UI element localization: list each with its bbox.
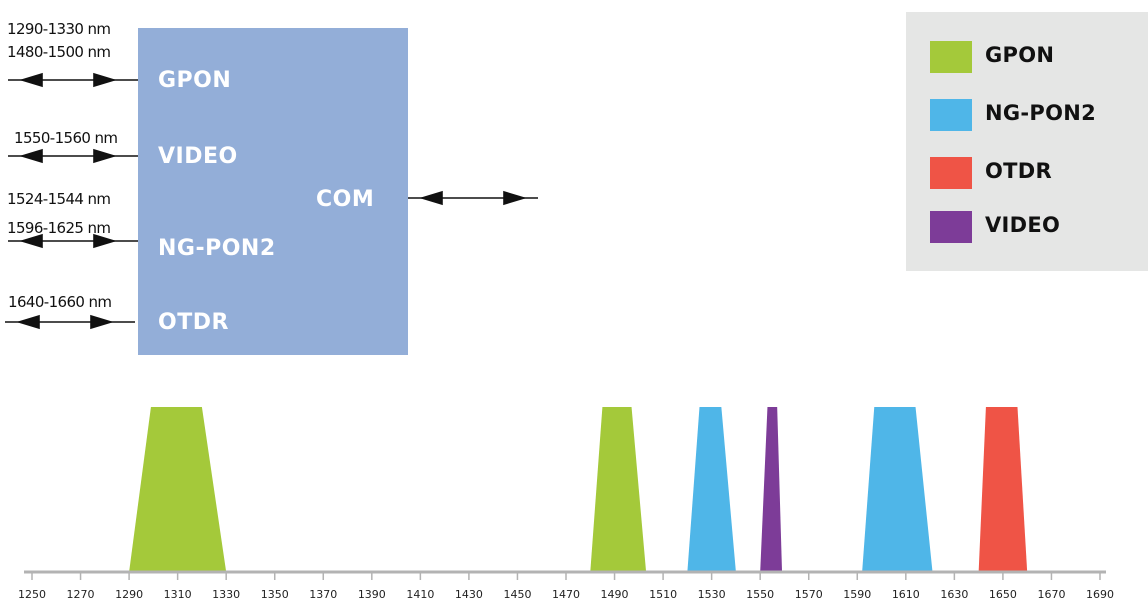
multiplexer-box xyxy=(138,28,408,355)
x-tick-label: 1410 xyxy=(406,588,434,601)
legend-label-video: VIDEO xyxy=(985,213,1061,237)
port-label-gpon: GPON xyxy=(158,68,232,93)
arrow-ngpon2 xyxy=(8,233,138,249)
band-ngpon2-4 xyxy=(862,407,933,572)
x-tick-label: 1510 xyxy=(649,588,677,601)
port-label-otdr: OTDR xyxy=(158,310,229,335)
x-tick-label: 1630 xyxy=(940,588,968,601)
x-tick-label: 1250 xyxy=(18,588,46,601)
arrow-video xyxy=(8,148,138,164)
wavelength-label-gpon-upstream: 1290-1330 nm xyxy=(7,20,111,38)
x-tick-label: 1290 xyxy=(115,588,143,601)
wavelength-label-gpon-downstream: 1480-1500 nm xyxy=(7,43,111,61)
x-tick-label: 1370 xyxy=(309,588,337,601)
x-tick-label: 1650 xyxy=(989,588,1017,601)
x-tick-label: 1670 xyxy=(1037,588,1065,601)
legend-label-gpon: GPON xyxy=(985,43,1055,67)
x-tick-label: 1310 xyxy=(164,588,192,601)
band-gpon-0 xyxy=(129,407,227,572)
legend-label-otdr: OTDR xyxy=(985,159,1052,183)
x-tick-label: 1610 xyxy=(892,588,920,601)
x-tick-label: 1390 xyxy=(358,588,386,601)
x-tick-label: 1430 xyxy=(455,588,483,601)
port-label-com: COM xyxy=(316,187,375,212)
port-label-video: VIDEO xyxy=(158,144,238,169)
x-tick-label: 1350 xyxy=(261,588,289,601)
x-tick-label: 1470 xyxy=(552,588,580,601)
legend-swatch-video xyxy=(930,211,972,243)
x-tick-label: 1570 xyxy=(795,588,823,601)
band-otdr-5 xyxy=(978,407,1028,572)
legend-swatch-otdr xyxy=(930,157,972,189)
wavelength-label-otdr: 1640-1660 nm xyxy=(8,293,112,311)
x-tick-label: 1550 xyxy=(746,588,774,601)
band-gpon-1 xyxy=(590,407,647,572)
x-tick-label: 1690 xyxy=(1086,588,1114,601)
wavelength-label-video: 1550-1560 nm xyxy=(14,129,118,147)
legend-swatch-ngpon2 xyxy=(930,99,972,131)
x-tick-label: 1330 xyxy=(212,588,240,601)
x-tick-label: 1450 xyxy=(503,588,531,601)
arrow-com xyxy=(408,190,538,206)
wavelength-label-ngpon2-downstream: 1596-1625 nm xyxy=(7,219,111,237)
x-tick-label: 1590 xyxy=(843,588,871,601)
x-tick-label: 1490 xyxy=(601,588,629,601)
legend: GPON NG-PON2 OTDR VIDEO xyxy=(906,12,1148,271)
arrow-otdr xyxy=(5,314,135,330)
port-label-ngpon2: NG-PON2 xyxy=(158,236,276,261)
wavelength-label-ngpon2-upstream: 1524-1544 nm xyxy=(7,190,111,208)
arrow-gpon xyxy=(8,72,138,88)
band-video-3 xyxy=(760,407,783,572)
band-ngpon2-2 xyxy=(687,407,736,572)
legend-label-ngpon2: NG-PON2 xyxy=(985,101,1097,125)
x-tick-label: 1270 xyxy=(67,588,95,601)
legend-swatch-gpon xyxy=(930,41,972,73)
x-tick-label: 1530 xyxy=(698,588,726,601)
